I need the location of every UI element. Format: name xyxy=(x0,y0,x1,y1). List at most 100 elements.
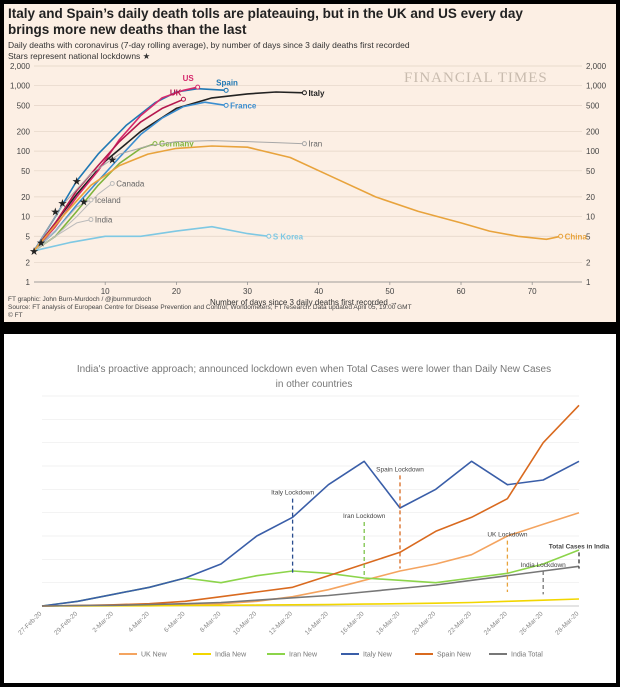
series-label: Iran xyxy=(308,140,322,149)
series-line xyxy=(33,219,92,252)
x-tick-label: 50 xyxy=(385,287,394,296)
legend-label: Spain New xyxy=(437,652,472,659)
series-line xyxy=(41,460,580,607)
x-tick-label: 10 xyxy=(101,287,110,296)
series-label: India xyxy=(95,216,113,225)
x-tick-label: 30 xyxy=(243,287,252,296)
series-line xyxy=(41,549,580,607)
legend-label: India Total xyxy=(511,652,543,659)
y-tick-label-left: 50 xyxy=(21,167,30,176)
x-tick-label: 22-Mar-20 xyxy=(447,610,473,636)
x-axis-label: Number of days since 3 daily deaths firs… xyxy=(210,298,398,307)
series-end-point xyxy=(88,217,94,223)
y-tick-label-right: 1,000 xyxy=(586,82,607,91)
annotation-label: Total Cases in India xyxy=(549,543,610,550)
series-label: France xyxy=(230,101,257,110)
annotation-label: Italy Lockdown xyxy=(271,490,314,497)
series-label: Canada xyxy=(116,180,145,189)
lockdown-star: ★ xyxy=(58,198,68,210)
x-tick-label: 27-Feb-20 xyxy=(17,610,43,636)
series-line xyxy=(41,404,580,607)
lockdown-star: ★ xyxy=(79,196,89,208)
x-tick-label: 18-Mar-20 xyxy=(375,610,401,636)
series-line xyxy=(33,145,561,252)
series-line xyxy=(33,140,305,252)
y-tick-label-right: 500 xyxy=(586,101,600,110)
legend-label: India New xyxy=(215,652,247,659)
annotation-label: Iran Lockdown xyxy=(343,513,386,520)
x-tick-label: 2-Mar-20 xyxy=(91,610,115,634)
series-end-point xyxy=(88,197,94,203)
series-end-point xyxy=(180,96,186,102)
x-tick-label: 4-Mar-20 xyxy=(127,610,151,634)
series-line xyxy=(33,101,227,252)
x-tick-label: 14-Mar-20 xyxy=(304,610,330,636)
series-line xyxy=(42,598,580,607)
series-label: Germany xyxy=(159,140,194,149)
series-end-point xyxy=(223,87,229,93)
y-tick-label-left: 20 xyxy=(21,193,30,202)
series-line xyxy=(33,91,305,252)
y-tick-label-right: 10 xyxy=(586,213,595,222)
x-tick-label: 12-Mar-20 xyxy=(268,610,294,636)
series-line xyxy=(33,98,184,252)
series-label: UK xyxy=(170,88,182,97)
x-tick-label: 70 xyxy=(528,287,537,296)
legend-label: UK New xyxy=(141,652,168,659)
lockdown-star: ★ xyxy=(72,176,82,188)
x-tick-label: 24-Mar-20 xyxy=(483,610,509,636)
series-label: China xyxy=(565,232,588,241)
series-label: S Korea xyxy=(273,232,304,241)
chart-source: FT graphic: John Burn-Murdoch / @jburnmu… xyxy=(8,296,152,303)
chart-title: Italy and Spain’s daily death tolls are … xyxy=(8,6,523,37)
series-label: Spain xyxy=(216,78,238,87)
chart-note: Stars represent national lockdowns ★ xyxy=(8,51,151,61)
chart-copyright: © FT xyxy=(8,312,23,319)
y-tick-label-right: 1 xyxy=(586,278,591,287)
lockdown-star: ★ xyxy=(107,154,117,166)
annotation-label: Spain Lockdown xyxy=(376,466,424,473)
series-end-point xyxy=(301,141,307,147)
india-chart-svg: 27-Feb-20 29-Feb-20 2-Mar-20 4-Mar-20 6-Mar-… xyxy=(17,395,610,659)
y-tick-label-right: 2 xyxy=(586,258,591,267)
y-tick-label-left: 1,000 xyxy=(10,82,31,91)
y-tick-label-right: 50 xyxy=(586,167,595,176)
y-tick-label-right: 2,000 xyxy=(586,62,607,71)
y-tick-label-left: 2,000 xyxy=(10,62,31,71)
y-tick-label-left: 200 xyxy=(17,127,31,136)
y-tick-label-right: 5 xyxy=(586,232,591,241)
y-tick-label-left: 500 xyxy=(17,101,31,110)
legend-label: Iran New xyxy=(289,652,318,659)
india-chart-panel: India's proactive approach; announced lo… xyxy=(4,334,616,683)
series-end-point xyxy=(195,84,201,90)
x-tick-label: 20-Mar-20 xyxy=(411,610,437,636)
chart-subtitle: Daily deaths with coronavirus (7-day rol… xyxy=(8,40,410,50)
series-line xyxy=(33,199,92,252)
y-tick-label-left: 100 xyxy=(17,147,31,156)
x-tick-label: 60 xyxy=(457,287,466,296)
x-tick-label: 28-Mar-20 xyxy=(554,610,580,636)
x-tick-label: 20 xyxy=(172,287,181,296)
lockdown-star: ★ xyxy=(29,246,39,258)
ft-chart-panel: Italy and Spain’s daily death tolls are … xyxy=(4,4,616,322)
x-tick-label: 8-Mar-20 xyxy=(199,610,223,634)
legend-label: Italy New xyxy=(363,652,393,659)
series-label: Italy xyxy=(308,89,325,98)
y-tick-label-right: 200 xyxy=(586,127,600,136)
annotation-label: UK Lockdown xyxy=(487,532,527,539)
lockdown-star: ★ xyxy=(50,206,60,218)
series-line xyxy=(41,565,580,607)
x-tick-label: 6-Mar-20 xyxy=(163,610,187,634)
x-tick-label: 16-Mar-20 xyxy=(339,610,365,636)
series-end-point xyxy=(223,102,229,108)
chart-title: India's proactive approach; announced lo… xyxy=(76,364,552,390)
brand-logo: FINANCIAL TIMES xyxy=(404,70,548,86)
x-tick-label: 40 xyxy=(314,287,323,296)
series-end-point xyxy=(109,181,115,187)
x-tick-label: 26-Mar-20 xyxy=(518,610,544,636)
series-end-point xyxy=(266,233,272,239)
x-tick-label: 10-Mar-20 xyxy=(232,610,258,636)
y-tick-label-left: 10 xyxy=(21,213,30,222)
y-tick-label-right: 20 xyxy=(586,193,595,202)
series-label: Iceland xyxy=(95,196,121,205)
